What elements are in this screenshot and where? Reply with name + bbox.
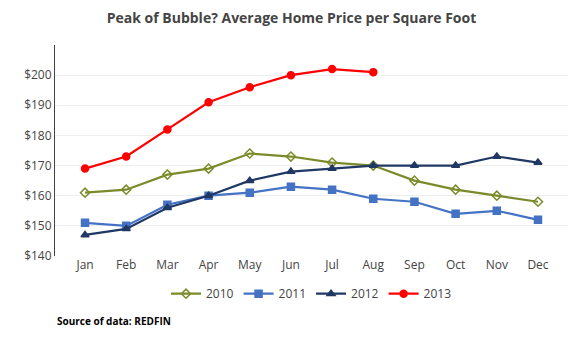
svg-text:2010: 2010 bbox=[206, 285, 234, 302]
svg-text:Sep: Sep bbox=[404, 256, 425, 273]
svg-text:Source of data: REDFIN: Source of data: REDFIN bbox=[57, 314, 171, 328]
svg-text:Nov: Nov bbox=[486, 256, 508, 273]
svg-text:Mar: Mar bbox=[156, 256, 178, 273]
svg-text:Dec: Dec bbox=[527, 256, 548, 273]
svg-text:2013: 2013 bbox=[424, 285, 452, 302]
svg-text:Apr: Apr bbox=[199, 256, 219, 273]
svg-text:2011: 2011 bbox=[279, 285, 306, 302]
svg-text:$140: $140 bbox=[24, 247, 52, 264]
svg-text:Jan: Jan bbox=[75, 256, 93, 273]
svg-text:$180: $180 bbox=[24, 127, 52, 144]
svg-text:Oct: Oct bbox=[446, 256, 465, 273]
svg-text:$150: $150 bbox=[24, 217, 52, 234]
svg-text:2012: 2012 bbox=[351, 285, 379, 302]
svg-text:May: May bbox=[238, 256, 262, 273]
svg-text:$170: $170 bbox=[24, 157, 52, 174]
svg-text:Peak of Bubble? Average Home P: Peak of Bubble? Average Home Price per S… bbox=[107, 8, 477, 27]
svg-text:$200: $200 bbox=[24, 66, 52, 83]
svg-text:Jul: Jul bbox=[324, 256, 339, 273]
svg-text:Jun: Jun bbox=[281, 256, 300, 273]
svg-text:$190: $190 bbox=[24, 96, 52, 113]
svg-text:Feb: Feb bbox=[116, 256, 136, 273]
svg-text:$160: $160 bbox=[24, 187, 52, 204]
svg-text:Aug: Aug bbox=[363, 256, 385, 273]
